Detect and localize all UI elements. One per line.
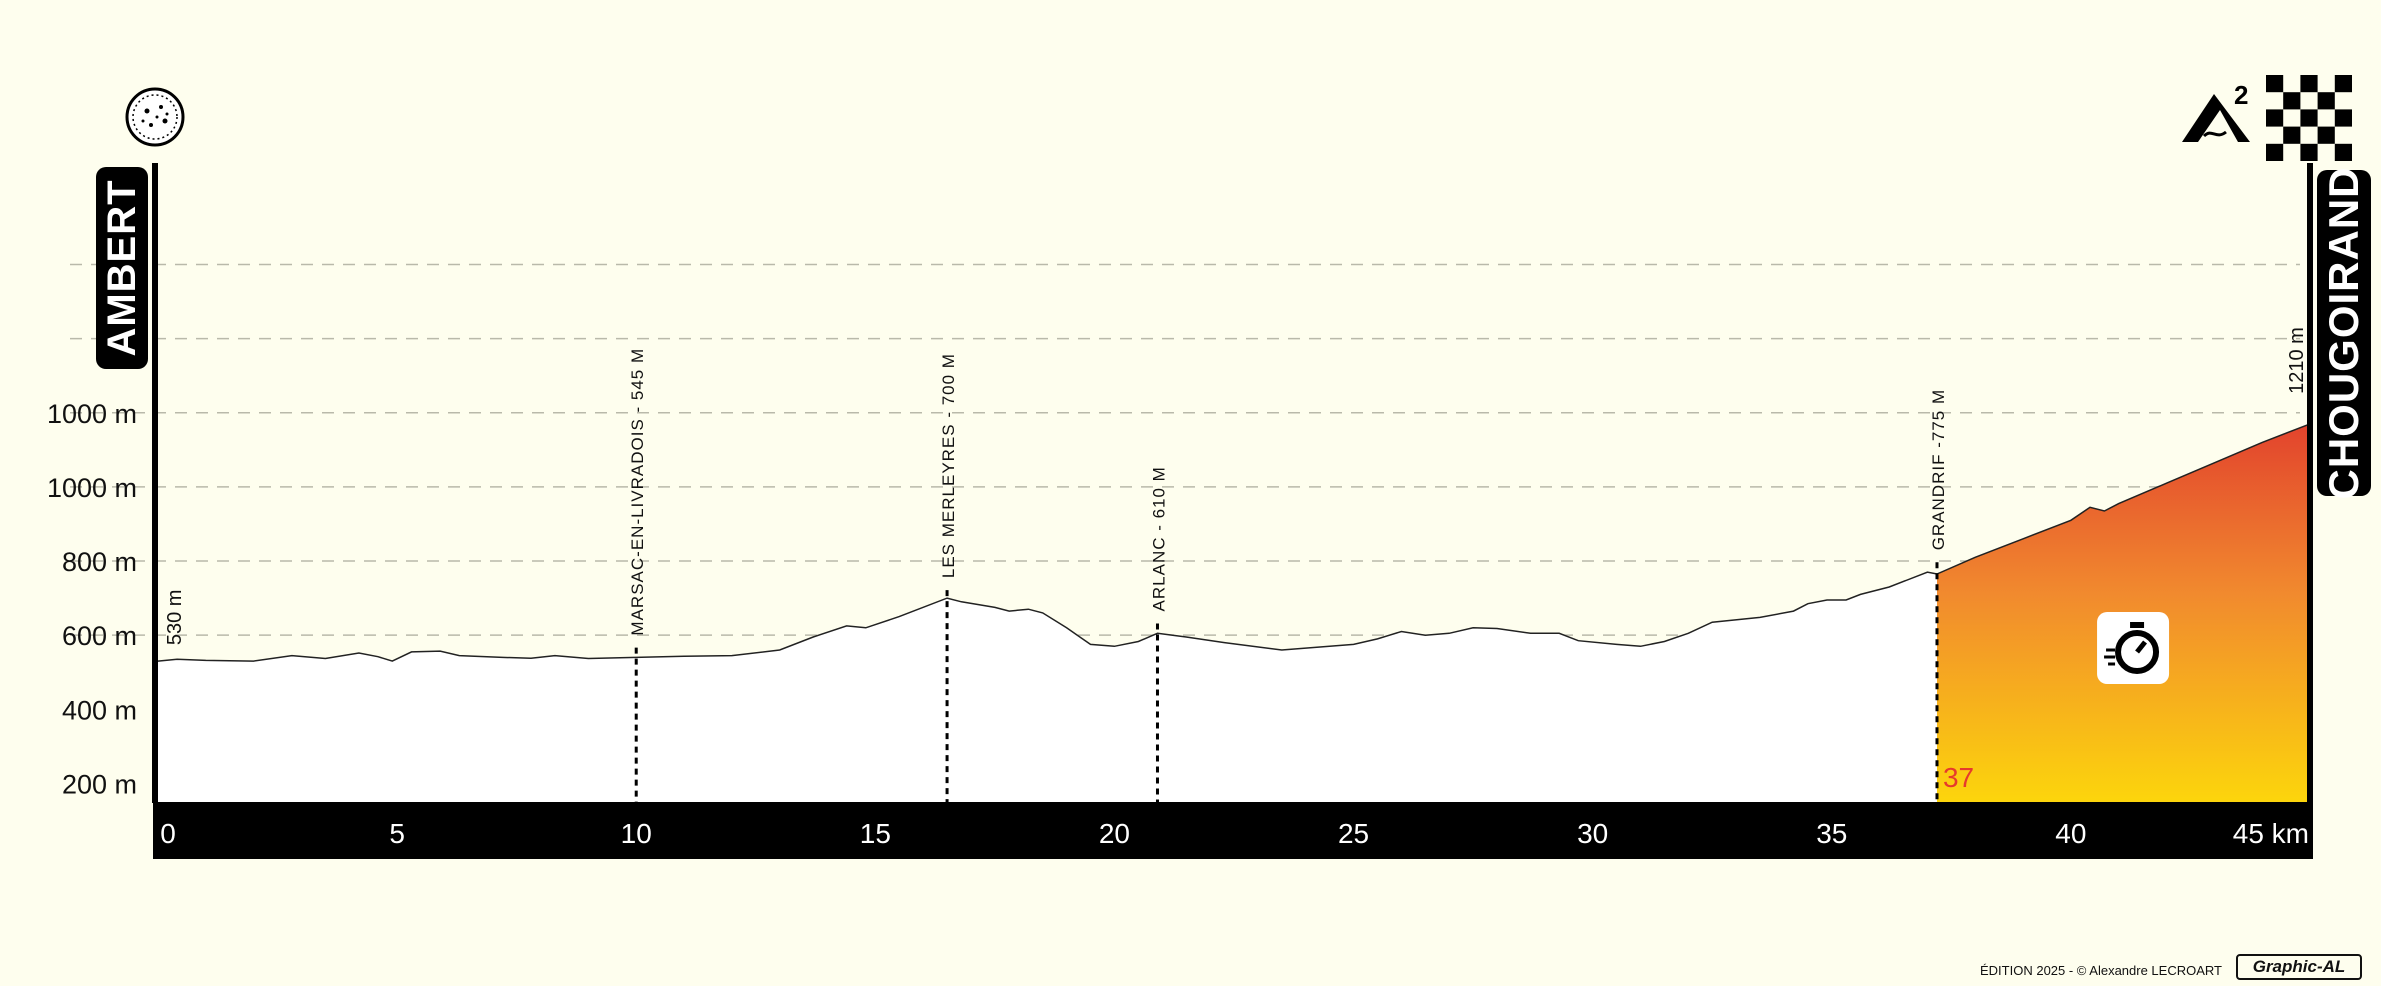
x-tick-label: 5 (389, 818, 405, 849)
y-tick-label: 600 m (62, 621, 137, 651)
checker-cell (2283, 126, 2301, 144)
checker-cell (2300, 143, 2318, 161)
start-elevation-label: 530 m (164, 590, 186, 646)
waypoint-label: ARLANC - 610 M (1149, 466, 1168, 611)
checker-cell (2283, 92, 2301, 110)
finish-town-plate: CHOUGOIRAND (2317, 167, 2371, 500)
waypoint-label: LES MERLEYRES - 700 M (939, 353, 958, 578)
profile-area (158, 423, 2310, 802)
x-tick-label: 40 (2055, 818, 2086, 849)
x-tick-label: 20 (1099, 818, 1130, 849)
waypoint-label: MARSAC-EN-LIVRADOIS - 545 M (628, 348, 647, 636)
x-tick-label: 15 (860, 818, 891, 849)
finish-elevation-label: 1210 m (2286, 327, 2308, 394)
x-tick-label: 25 (1338, 818, 1369, 849)
y-tick-label: 200 m (62, 769, 137, 799)
checker-cell (2266, 143, 2284, 161)
waypoint-label: GRANDRIF -775 M (1929, 389, 1948, 550)
climb-number-label: 37 (1943, 762, 1974, 793)
x-tick-label: 30 (1577, 818, 1608, 849)
x-tick-label: 0 (160, 818, 176, 849)
graphic-al-logo: Graphic-AL (2236, 954, 2362, 980)
profile-line (157, 423, 2311, 662)
y-tick-label: 800 m (62, 547, 137, 577)
finish-pole (2307, 163, 2313, 803)
start-town-label: AMBERT (100, 179, 144, 356)
climb-category-label: 2 (2234, 80, 2248, 110)
checker-cell (2334, 143, 2352, 161)
finish-town-label: CHOUGOIRAND (2320, 167, 2367, 500)
checker-cell (2266, 75, 2284, 93)
checker-cell (2300, 109, 2318, 127)
checker-cell (2300, 75, 2318, 93)
start-town-plate: AMBERT (96, 167, 148, 369)
mountain-category-2-icon: 2 (2182, 80, 2250, 142)
stopwatch-icon (2097, 612, 2170, 684)
distance-axis-band (153, 802, 2313, 859)
x-tick-label: 45 km (2233, 818, 2309, 849)
y-tick-label: 1000 m (47, 473, 137, 503)
start-pole (152, 163, 158, 803)
checkered-flag-icon (2266, 75, 2352, 161)
x-tick-label: 10 (621, 818, 652, 849)
y-tick-label: 1000 m (47, 399, 137, 429)
checker-cell (2334, 75, 2352, 93)
checker-cell (2317, 92, 2335, 110)
edition-credit: ÉDITION 2025 - © Alexandre LECROART (1980, 963, 2222, 978)
x-tick-label: 35 (1816, 818, 1847, 849)
checker-cell (2334, 109, 2352, 127)
checker-cell (2266, 109, 2284, 127)
y-tick-label: 400 m (62, 695, 137, 725)
checker-cell (2317, 126, 2335, 144)
cookie-medallion-icon (125, 87, 185, 147)
